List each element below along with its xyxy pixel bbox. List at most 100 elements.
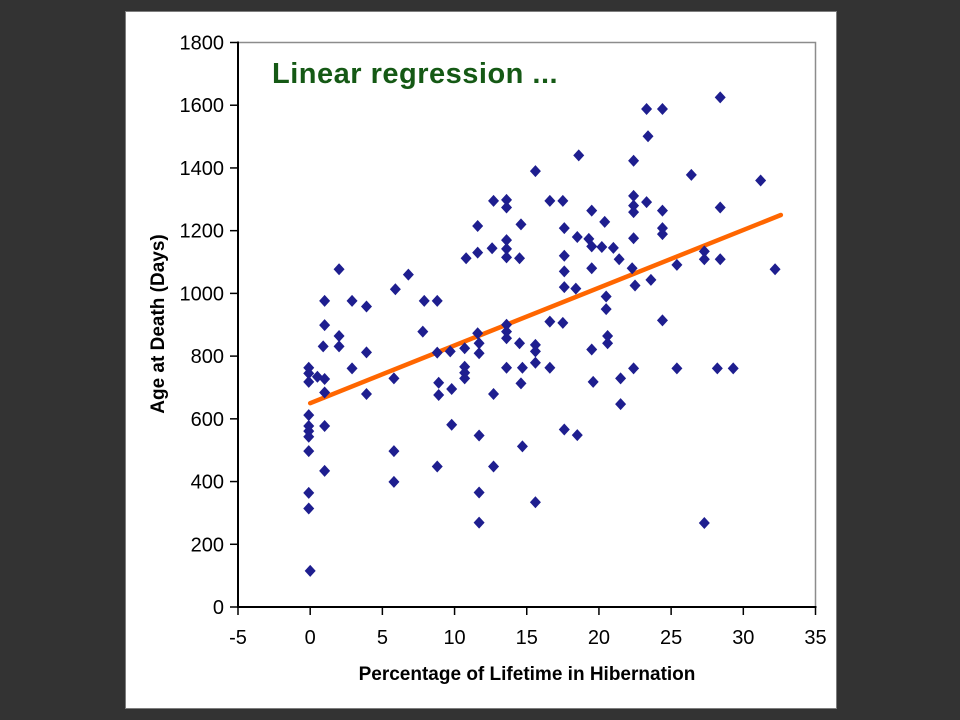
- data-point: [628, 362, 640, 375]
- y-tick-label: 200: [191, 534, 224, 556]
- data-point: [319, 294, 331, 307]
- data-point: [303, 445, 315, 458]
- data-point: [698, 253, 710, 266]
- data-point: [346, 294, 358, 307]
- data-point: [529, 496, 541, 509]
- data-point: [486, 242, 498, 255]
- data-point: [514, 252, 526, 265]
- data-point: [544, 315, 556, 328]
- data-point: [698, 516, 710, 529]
- y-tick-label: 1200: [180, 221, 225, 243]
- data-point: [628, 189, 640, 202]
- data-point: [641, 102, 653, 115]
- data-point: [727, 362, 739, 375]
- data-point: [586, 240, 598, 253]
- y-tick-label: 1600: [180, 95, 225, 117]
- data-point: [303, 375, 315, 388]
- y-tick-label: 400: [191, 472, 224, 494]
- data-point: [529, 345, 541, 358]
- data-point: [319, 386, 331, 399]
- data-point: [557, 316, 569, 329]
- data-point: [558, 265, 570, 278]
- data-point: [656, 314, 668, 327]
- data-point: [529, 338, 541, 351]
- data-point: [431, 294, 443, 307]
- data-point: [628, 206, 640, 219]
- data-point: [586, 204, 598, 217]
- data-point: [628, 154, 640, 167]
- data-point: [571, 429, 583, 442]
- data-point: [529, 165, 541, 178]
- data-point: [599, 215, 611, 228]
- x-tick-label: 0: [305, 627, 316, 649]
- data-point: [333, 330, 345, 343]
- data-point: [473, 429, 485, 442]
- data-point: [389, 283, 401, 296]
- data-point: [607, 241, 619, 254]
- data-point: [656, 228, 668, 241]
- data-point: [459, 342, 471, 355]
- data-point: [626, 262, 638, 275]
- data-point: [615, 398, 627, 411]
- data-point: [303, 409, 315, 422]
- scatter-plot: -5 0 5 10 15 20 25 30 35020040060080010001200140…: [180, 33, 827, 650]
- data-point: [473, 486, 485, 499]
- data-point: [472, 327, 484, 340]
- data-point: [360, 388, 372, 401]
- data-point: [600, 303, 612, 316]
- data-point: [333, 340, 345, 353]
- x-tick-label: 15: [516, 627, 538, 649]
- data-point: [303, 486, 315, 499]
- data-point: [360, 346, 372, 359]
- tick-group: [230, 41, 817, 615]
- y-tick-label: 800: [191, 346, 224, 368]
- data-point: [446, 418, 458, 431]
- data-point: [516, 440, 528, 453]
- data-point: [755, 174, 767, 187]
- data-point: [431, 346, 443, 359]
- points-group: [303, 91, 781, 577]
- y-axis-title: Age at Death (Days): [148, 234, 169, 414]
- data-point: [319, 319, 331, 332]
- data-point: [516, 361, 528, 374]
- data-point: [501, 234, 513, 247]
- data-point: [501, 201, 513, 214]
- x-axis-title: Percentage of Lifetime in Hibernation: [358, 664, 696, 685]
- y-tick-label: 1800: [180, 33, 225, 55]
- data-point: [418, 294, 430, 307]
- data-point: [460, 252, 472, 265]
- data-point: [642, 130, 654, 143]
- data-point: [628, 232, 640, 245]
- data-point: [711, 362, 723, 375]
- data-point: [346, 362, 358, 375]
- data-point: [388, 445, 400, 458]
- x-tick-label: 10: [443, 627, 465, 649]
- y-tick-label: 0: [213, 597, 224, 619]
- data-point: [417, 325, 429, 338]
- data-point: [571, 230, 583, 243]
- data-point: [645, 273, 657, 286]
- data-point: [615, 372, 627, 385]
- data-point: [714, 201, 726, 214]
- x-tick-label: 30: [732, 627, 754, 649]
- tick-label-group: -5 0 5 10 15 20 25 30 35020040060080010001200140…: [180, 33, 827, 650]
- data-point: [333, 263, 345, 276]
- data-point: [515, 218, 527, 231]
- data-point: [529, 356, 541, 369]
- data-point: [602, 330, 614, 343]
- data-point: [388, 372, 400, 385]
- data-point: [431, 460, 443, 473]
- data-point: [501, 318, 513, 331]
- x-tick-label: 35: [804, 627, 826, 649]
- data-point: [641, 196, 653, 209]
- data-point: [656, 204, 668, 217]
- data-point: [656, 102, 668, 115]
- data-point: [558, 249, 570, 262]
- data-point: [304, 564, 316, 577]
- data-point: [317, 340, 329, 353]
- data-point: [558, 222, 570, 235]
- data-point: [488, 388, 500, 401]
- x-tick-label: 25: [660, 627, 682, 649]
- data-point: [558, 281, 570, 294]
